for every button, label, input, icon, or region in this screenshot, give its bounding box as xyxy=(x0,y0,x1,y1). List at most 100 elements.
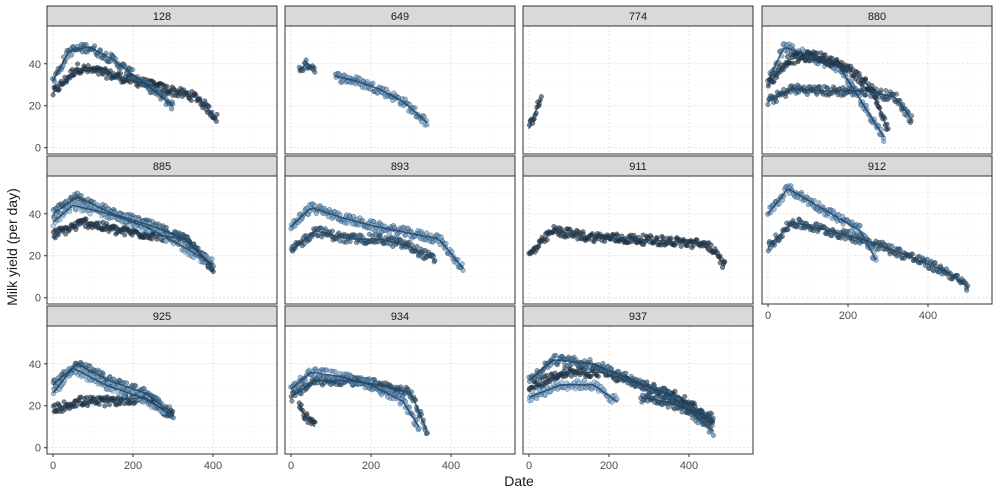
x-tick-label: 200 xyxy=(124,460,142,472)
data-point xyxy=(924,256,930,262)
panel-border xyxy=(761,25,993,155)
data-point xyxy=(443,240,449,246)
trend-line xyxy=(52,367,166,411)
data-point xyxy=(582,377,588,384)
x-tick-label: 400 xyxy=(204,460,222,472)
data-point xyxy=(709,411,715,417)
data-point xyxy=(303,378,309,384)
data-point xyxy=(87,363,93,369)
data-point xyxy=(595,373,601,379)
trend-line xyxy=(767,46,885,138)
x-axis-label: Date xyxy=(504,473,534,489)
facet-strip-label: 649 xyxy=(391,11,409,23)
data-point xyxy=(210,269,216,275)
data-point xyxy=(412,105,418,111)
data-point xyxy=(169,106,175,112)
data-point xyxy=(863,76,869,82)
data-point xyxy=(416,425,422,432)
data-point xyxy=(213,118,219,124)
data-point xyxy=(614,232,621,238)
data-point xyxy=(83,41,89,48)
y-tick-label: 40 xyxy=(29,59,41,71)
data-point xyxy=(710,432,716,438)
y-tick-label: 0 xyxy=(35,293,41,305)
facet-strip-label: 774 xyxy=(629,11,647,23)
y-tick-label: 40 xyxy=(29,359,41,371)
x-tick-label: 400 xyxy=(442,460,460,472)
data-point xyxy=(107,58,113,64)
facet-panel-934: 934 0 200 400 xyxy=(284,305,516,472)
facet-panel-880: 880 xyxy=(761,5,993,155)
data-point xyxy=(897,246,903,252)
trend-line xyxy=(298,62,316,71)
data-point xyxy=(662,395,669,401)
trend-line xyxy=(290,230,436,261)
trend-line xyxy=(528,359,714,432)
facet-strip-label: 885 xyxy=(153,161,171,173)
trend-line xyxy=(290,371,420,428)
data-point xyxy=(329,228,336,234)
data-point xyxy=(50,223,56,229)
data-point xyxy=(57,217,63,223)
trend-line xyxy=(528,384,618,403)
data-point xyxy=(292,223,298,229)
facet-strip-label: 911 xyxy=(629,161,647,173)
panel-background xyxy=(523,26,753,154)
x-tick-label: 400 xyxy=(919,310,937,322)
panel-border xyxy=(284,325,516,455)
trend-line xyxy=(52,67,218,119)
data-point xyxy=(542,391,549,397)
panel-background xyxy=(47,326,277,454)
data-point xyxy=(538,94,544,100)
data-point xyxy=(534,395,540,402)
data-point xyxy=(73,403,79,409)
data-point xyxy=(364,79,370,85)
data-point xyxy=(209,256,215,262)
facet-strip-label: 934 xyxy=(391,311,409,323)
trend-line xyxy=(52,204,214,265)
data-point xyxy=(303,57,309,63)
data-point xyxy=(788,183,794,189)
data-point xyxy=(75,61,81,67)
data-point xyxy=(806,58,812,64)
data-point xyxy=(298,391,304,397)
x-tick-label: 200 xyxy=(362,460,380,472)
data-point xyxy=(122,232,128,238)
data-point xyxy=(811,197,817,203)
trend-line xyxy=(528,99,542,130)
facet-panel-937: 937 0 200 400 xyxy=(522,305,754,472)
trend-line xyxy=(640,396,714,420)
panel-background xyxy=(285,26,515,154)
y-tick-label: 20 xyxy=(29,101,41,113)
data-point xyxy=(954,272,961,278)
y-tick-label: 0 xyxy=(35,143,41,155)
data-point xyxy=(69,52,75,58)
y-tick-label: 40 xyxy=(29,209,41,221)
data-point xyxy=(424,430,430,436)
panel-grid xyxy=(523,26,753,154)
data-point xyxy=(301,241,307,247)
data-point xyxy=(553,352,559,358)
data-point xyxy=(709,423,715,429)
data-point xyxy=(672,388,678,394)
data-point xyxy=(166,404,173,410)
data-point xyxy=(883,88,889,94)
x-tick-label: 200 xyxy=(600,460,618,472)
facet-strip-label: 893 xyxy=(391,161,409,173)
trend-line xyxy=(767,221,969,288)
data-point xyxy=(106,402,112,408)
data-point xyxy=(893,91,900,97)
panel-border xyxy=(522,175,754,305)
data-point xyxy=(909,251,916,257)
data-point xyxy=(653,394,659,400)
data-point xyxy=(102,403,108,409)
data-point xyxy=(668,235,674,241)
data-point xyxy=(163,224,169,230)
data-point xyxy=(623,370,629,376)
data-point xyxy=(678,243,684,249)
data-point xyxy=(588,373,594,379)
facet-panel-128: 128 0 20 40 xyxy=(29,5,278,155)
data-point xyxy=(347,239,353,245)
